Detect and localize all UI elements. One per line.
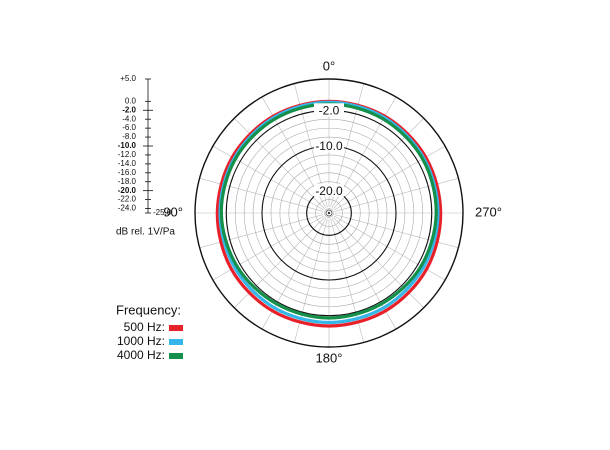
spoke [333,118,424,209]
grid-circle [315,199,343,227]
scale-label: -16.0 [118,168,137,177]
center-dot [327,211,331,215]
scale-label: 0.0 [125,96,137,105]
scale-label: -12.0 [118,150,137,159]
series-curve [215,99,443,328]
scale-label: -4.0 [122,114,136,123]
spoke [234,118,325,209]
grid-circle [270,154,388,272]
grid-circle [324,208,334,218]
grid-circle [297,181,361,245]
scale-label: -18.0 [118,177,137,186]
grid-circle [279,163,379,263]
spoke [234,217,325,308]
grid-circle [288,172,370,254]
angle-label: 270° [475,204,502,219]
grid-circle [252,136,406,290]
legend-label: 1000 Hz: [117,334,165,348]
angle-label: 180° [316,350,343,365]
legend-label: 500 Hz: [124,320,165,334]
ring-label: -2.0 [319,103,340,117]
scale-label: +5.0 [120,74,136,83]
outer-ring [194,78,464,348]
label-bg [314,139,344,152]
spoke [212,145,324,211]
label-bg [314,103,344,117]
grid-circle [243,127,415,299]
spoke [333,217,424,308]
scale-label: -20.0 [118,186,137,195]
series-curve [219,102,438,320]
legend-swatch [169,339,183,345]
ring-label: -20.0 [315,184,343,198]
ring-label: -10.0 [315,139,343,153]
legend-title: Frequency: [116,302,181,317]
legend-swatch [169,353,183,359]
scale-label: -25.0 [153,208,172,217]
angle-label: 90° [163,204,183,219]
scale-label: -14.0 [118,159,137,168]
scale-label: -2.0 [122,105,136,114]
scale-label: -6.0 [122,123,136,132]
legend-swatch [169,325,183,331]
scale-label: -24.0 [118,204,137,213]
scale-label: -10.0 [118,141,137,150]
angle-label: 0° [323,58,335,73]
legend-label: 4000 Hz: [117,348,165,362]
scale-label: -8.0 [122,132,136,141]
radial-axis-label: dB rel. 1V/Pa [116,227,175,238]
grid-circle [234,118,424,308]
spoke [334,145,446,211]
label-bg [314,183,344,197]
scale-label: -22.0 [118,195,137,204]
